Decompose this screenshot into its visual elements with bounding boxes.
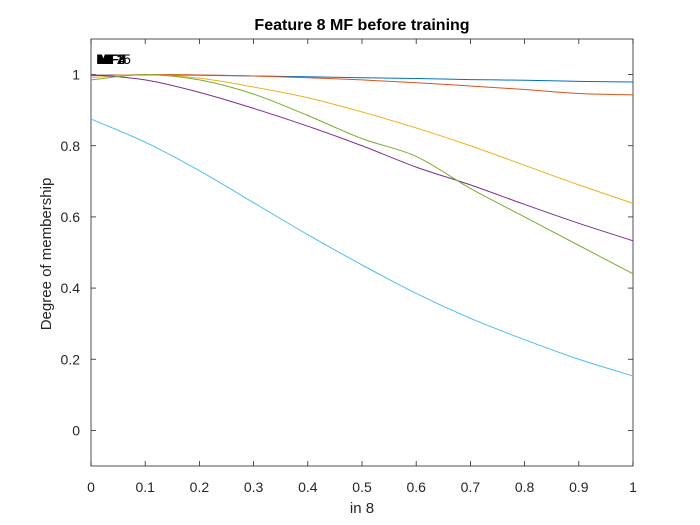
y-tick-label: 0.6	[61, 209, 81, 225]
x-tick-label: 0.1	[135, 479, 155, 495]
y-tick-label: 0.8	[61, 138, 81, 154]
x-tick-label: 0.5	[352, 479, 372, 495]
chart-title: Feature 8 MF before training	[254, 17, 469, 34]
x-tick-label: 0.3	[244, 479, 264, 495]
x-tick-label: 0.8	[515, 479, 535, 495]
x-tick-label: 0.4	[298, 479, 318, 495]
y-tick-label: 0.2	[61, 351, 81, 367]
x-tick-label: 0	[87, 479, 95, 495]
plot-axes: 0 0.1 0.2 0.3 0.4 0.5 0.6 0.7 0.8 0.9 1 0 0.2 0.4 0.6 0…	[61, 38, 637, 495]
mf-label: MF 5	[99, 51, 131, 67]
x-axis-label: in 8	[350, 500, 374, 517]
y-axis-label: Degree of membership	[38, 178, 55, 331]
mf-curve-4	[90, 74, 634, 242]
mf-curve-3	[90, 74, 634, 204]
mf-curve-5	[90, 74, 634, 275]
x-tick-label: 0.6	[406, 479, 426, 495]
y-tick-label: 1	[72, 67, 80, 83]
y-tick-label: 0.4	[61, 280, 81, 296]
mf-label: MF3	[97, 51, 125, 67]
mf-curve-6	[90, 118, 634, 377]
mf-label: MF2	[97, 51, 125, 67]
plot-lines	[90, 74, 634, 377]
x-tick-label: 0.7	[461, 479, 481, 495]
y-tick-label: 0	[72, 422, 80, 438]
mf-label: MF5	[98, 51, 126, 67]
x-tick-label: 0.2	[190, 479, 210, 495]
plot-box	[90, 38, 634, 467]
mf-curve-2	[90, 74, 634, 96]
x-tick-label: 0.9	[569, 479, 589, 495]
mf-label: MF4	[98, 51, 126, 67]
mf-label: MF1	[96, 51, 124, 67]
x-tick-label: 1	[629, 479, 637, 495]
